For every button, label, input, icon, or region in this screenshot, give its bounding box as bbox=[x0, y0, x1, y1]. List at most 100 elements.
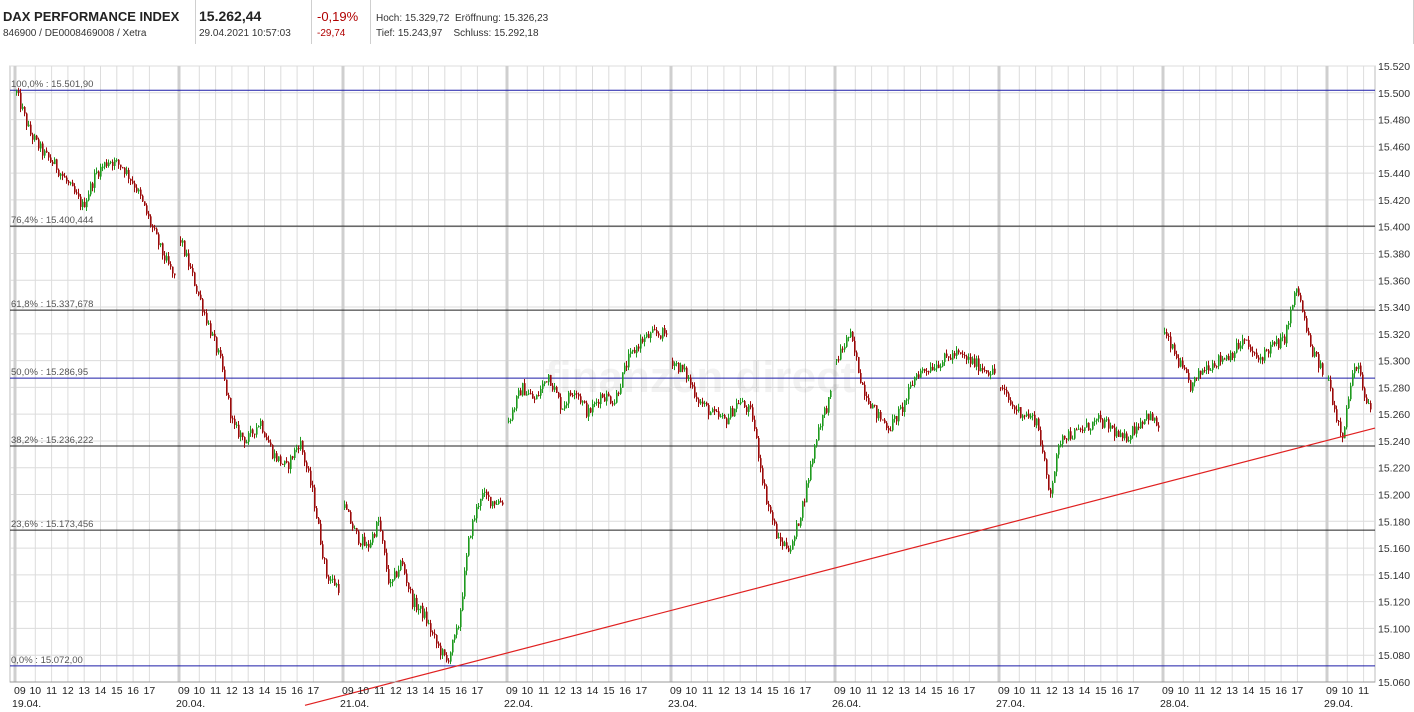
candle-up bbox=[1240, 345, 1242, 349]
candle-down bbox=[1050, 489, 1052, 494]
trendline-layer bbox=[304, 427, 1376, 706]
x-date-label: 23.04. bbox=[668, 698, 697, 710]
x-hour-label: 11 bbox=[866, 685, 877, 697]
candle-down bbox=[1156, 417, 1158, 426]
candle-up bbox=[1164, 332, 1166, 334]
candle-down bbox=[1214, 363, 1216, 367]
candle-up bbox=[542, 383, 544, 389]
candle-down bbox=[960, 352, 962, 354]
candle-up bbox=[1264, 349, 1266, 361]
high-stat: Hoch: 15.329,72 Eröffnung: 15.326,23 bbox=[376, 13, 548, 24]
x-hour-label: 11 bbox=[538, 685, 549, 697]
candle-up bbox=[1354, 367, 1356, 374]
candle-up bbox=[94, 172, 96, 188]
candle-up bbox=[980, 367, 982, 372]
candle-up bbox=[370, 542, 372, 548]
candle-up bbox=[1226, 355, 1228, 360]
candle-up bbox=[284, 460, 286, 465]
candle-down bbox=[234, 418, 236, 426]
candle-down bbox=[1008, 393, 1010, 401]
candle-up bbox=[818, 427, 820, 441]
x-hour-label: 11 bbox=[1358, 685, 1369, 697]
close-label: Schluss: bbox=[453, 28, 492, 39]
candle-up bbox=[972, 358, 974, 364]
x-hour-label: 13 bbox=[570, 685, 582, 697]
candle-up bbox=[800, 517, 802, 526]
candle-up bbox=[822, 414, 824, 427]
candle-up bbox=[894, 416, 896, 419]
candle-up bbox=[1180, 360, 1182, 367]
x-hour-label: 09 bbox=[178, 685, 190, 697]
x-hour-label: 12 bbox=[390, 685, 402, 697]
x-date-label: 19.04. bbox=[12, 698, 41, 710]
x-hour-label: 15 bbox=[1259, 685, 1271, 697]
candle-down bbox=[520, 390, 522, 396]
y-tick-label: 15.260 bbox=[1378, 409, 1410, 421]
candle-down bbox=[708, 405, 710, 416]
candle-up bbox=[594, 402, 596, 405]
x-hour-label: 09 bbox=[14, 685, 26, 697]
candle-down bbox=[1362, 374, 1364, 389]
candle-up bbox=[250, 429, 252, 434]
candle-up bbox=[336, 584, 338, 586]
candle-down bbox=[706, 402, 708, 406]
candle-up bbox=[1296, 288, 1298, 293]
candle-down bbox=[268, 439, 270, 443]
candle-up bbox=[278, 456, 280, 462]
candle-down bbox=[64, 176, 66, 178]
candle-down bbox=[78, 193, 80, 197]
candle-down bbox=[756, 428, 758, 439]
candle-down bbox=[1138, 426, 1140, 429]
candle-down bbox=[446, 654, 448, 661]
candle-down bbox=[1196, 377, 1198, 379]
candle-down bbox=[308, 468, 310, 471]
candle-down bbox=[286, 460, 288, 463]
candle-down bbox=[1304, 311, 1306, 319]
y-tick-label: 15.440 bbox=[1378, 168, 1410, 180]
candle-up bbox=[344, 504, 346, 508]
candle-up bbox=[468, 537, 470, 556]
candle-down bbox=[950, 357, 952, 360]
candle-down bbox=[974, 358, 976, 367]
candle-up bbox=[1192, 382, 1194, 391]
x-date-label: 26.04. bbox=[832, 698, 861, 710]
candle-up bbox=[794, 536, 796, 542]
candle-down bbox=[946, 353, 948, 357]
candle-up bbox=[1146, 413, 1148, 420]
candle-up bbox=[492, 501, 494, 507]
candle-up bbox=[920, 370, 922, 378]
y-tick-label: 15.080 bbox=[1378, 650, 1410, 662]
change-percent: -0,19% bbox=[317, 9, 359, 24]
candle-down bbox=[1366, 397, 1368, 404]
candle-down bbox=[356, 528, 358, 532]
candle-down bbox=[928, 371, 930, 373]
candle-up bbox=[956, 350, 958, 356]
candle-down bbox=[1302, 300, 1304, 312]
candle-up bbox=[1120, 433, 1122, 437]
candle-up bbox=[562, 408, 564, 410]
candle-down bbox=[156, 228, 158, 235]
candle-up bbox=[1092, 421, 1094, 430]
candle-up bbox=[1056, 454, 1058, 472]
candle-up bbox=[548, 374, 550, 383]
candle-up bbox=[846, 337, 848, 347]
x-hour-label: 10 bbox=[1013, 685, 1025, 697]
candle-down bbox=[874, 404, 876, 406]
candle-up bbox=[1290, 310, 1292, 324]
candle-up bbox=[512, 409, 514, 420]
candle-down bbox=[204, 312, 206, 314]
candle-up bbox=[116, 159, 118, 161]
candle-up bbox=[1154, 417, 1156, 421]
candle-down bbox=[174, 273, 176, 276]
y-tick-label: 15.240 bbox=[1378, 436, 1410, 448]
candle-down bbox=[18, 90, 20, 93]
candle-down bbox=[58, 169, 60, 176]
candle-up bbox=[1054, 471, 1056, 483]
candle-down bbox=[346, 504, 348, 510]
candle-down bbox=[530, 393, 532, 395]
y-tick-label: 15.220 bbox=[1378, 463, 1410, 475]
candle-down bbox=[664, 328, 666, 334]
candle-up bbox=[420, 605, 422, 609]
candle-down bbox=[538, 395, 540, 397]
candle-down bbox=[238, 424, 240, 438]
